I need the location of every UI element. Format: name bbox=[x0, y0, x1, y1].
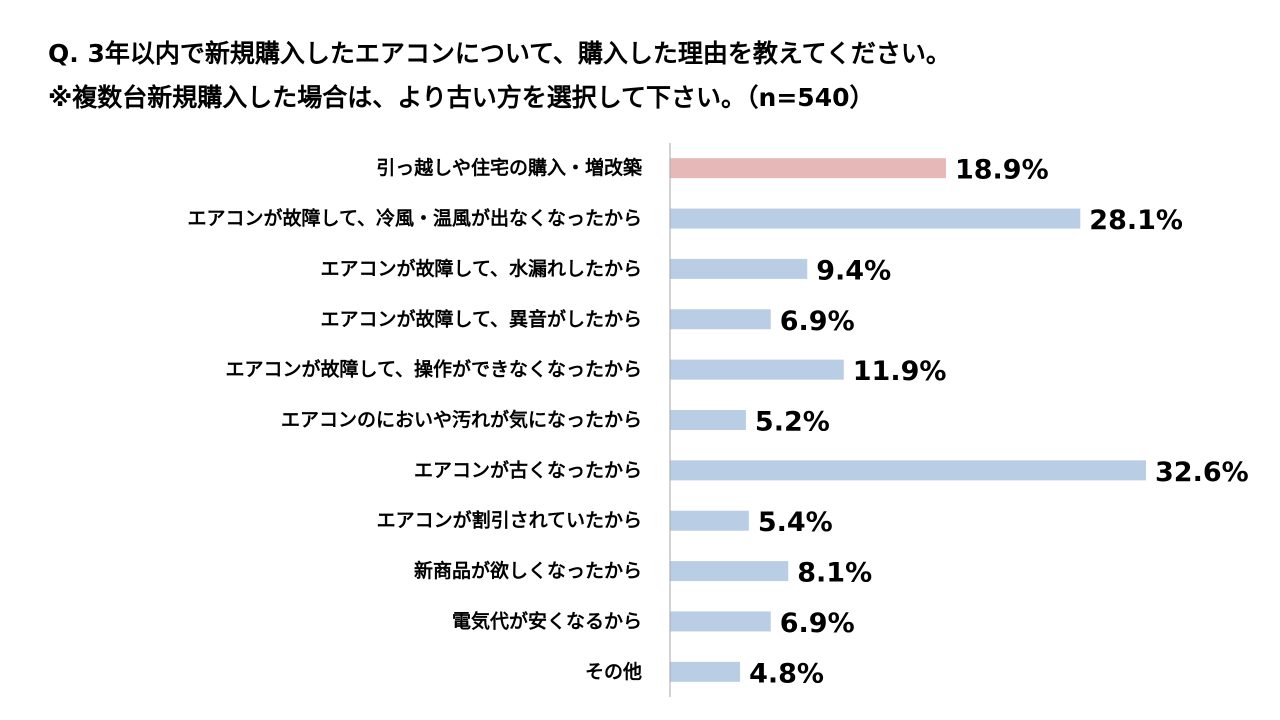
category-label: エアコンのにおいや汚れが気になったから bbox=[281, 408, 642, 431]
bar bbox=[670, 510, 749, 531]
bar bbox=[670, 309, 771, 330]
value-label: 5.2% bbox=[755, 407, 830, 438]
category-label: エアコンが故障して、異音がしたから bbox=[321, 307, 642, 330]
value-label: 4.8% bbox=[749, 658, 824, 689]
bar bbox=[670, 460, 1146, 481]
value-label: 5.4% bbox=[758, 507, 833, 538]
category-label: エアコンが古くなったから bbox=[414, 458, 642, 481]
category-label: 電気代が安くなるから bbox=[452, 609, 642, 632]
bar bbox=[670, 208, 1081, 229]
bar bbox=[670, 611, 771, 632]
title-line-2: ※複数台新規購入した場合は、より古い方を選択して下さい。（n=540） bbox=[48, 83, 875, 112]
category-label: エアコンが故障して、水漏れしたから bbox=[321, 257, 642, 280]
bar bbox=[670, 359, 844, 380]
category-label: エアコンが割引されていたから bbox=[377, 509, 642, 532]
bar bbox=[670, 258, 808, 279]
value-label: 18.9% bbox=[955, 155, 1049, 186]
bar-highlight bbox=[670, 158, 946, 179]
chart-title: Q. 3年以内で新規購入したエアコンについて、購入した理由を教えてください。 ※… bbox=[48, 32, 951, 120]
category-label: エアコンが故障して、操作ができなくなったから bbox=[226, 358, 642, 381]
value-label: 9.4% bbox=[816, 255, 891, 286]
bar bbox=[670, 561, 789, 582]
category-label: 引っ越しや住宅の購入・増改築 bbox=[376, 156, 643, 179]
bar bbox=[670, 661, 741, 682]
title-line-1: Q. 3年以内で新規購入したエアコンについて、購入した理由を教えてください。 bbox=[48, 39, 951, 68]
value-label: 6.9% bbox=[780, 306, 855, 337]
value-label: 11.9% bbox=[853, 356, 947, 387]
value-label: 28.1% bbox=[1089, 205, 1183, 236]
bar bbox=[670, 410, 746, 430]
category-label: その他 bbox=[585, 660, 642, 683]
value-label: 32.6% bbox=[1155, 457, 1249, 488]
value-label: 8.1% bbox=[797, 558, 872, 589]
value-label: 6.9% bbox=[780, 608, 855, 639]
category-label: 新商品が欲しくなったから bbox=[414, 559, 642, 582]
category-label: エアコンが故障して、冷風・温風が出なくなったから bbox=[188, 207, 642, 230]
